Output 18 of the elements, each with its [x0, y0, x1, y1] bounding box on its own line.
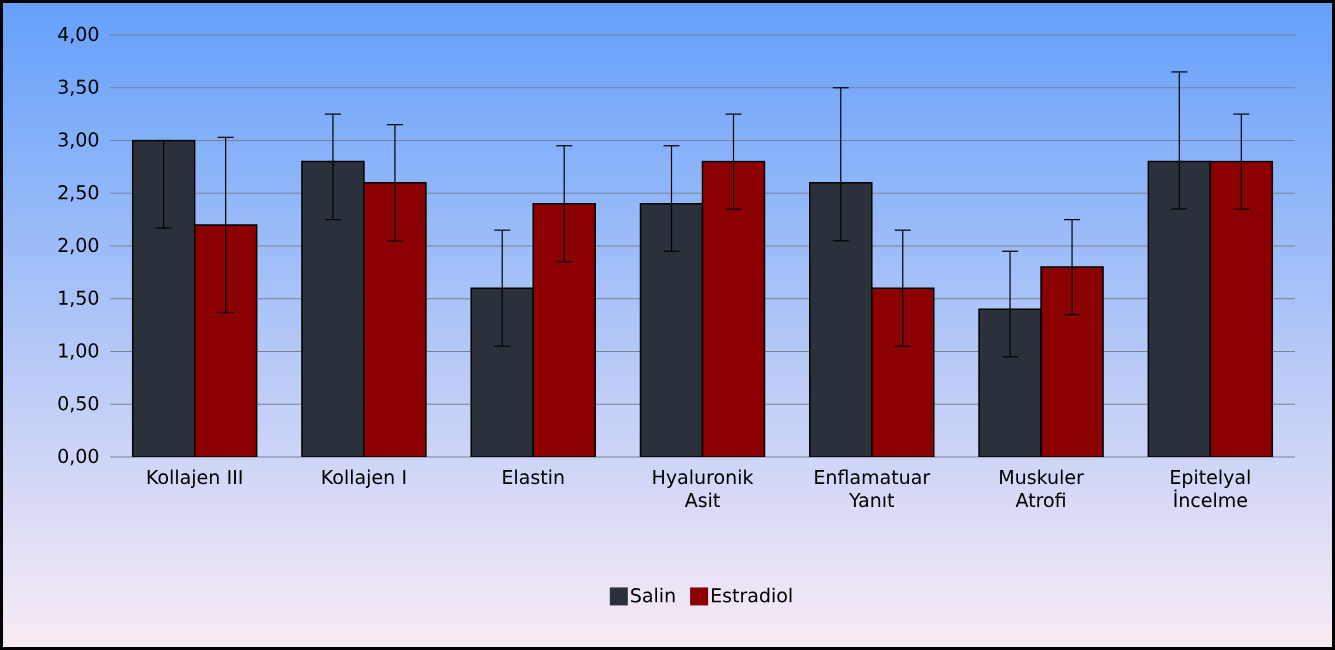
y-tick-label: 3,50 [58, 79, 99, 96]
y-tick-label: 2,00 [58, 237, 99, 255]
y-tick-label: 4,00 [58, 26, 99, 44]
x-tick-label: Enflamatuar Yanıt [815, 469, 931, 508]
x-tick-label: Hyaluronik Asit [653, 469, 754, 508]
y-tick-label: 1,50 [59, 290, 99, 307]
legend-label: Salin [631, 587, 675, 603]
x-tick-label: Kollajen III [147, 469, 242, 488]
y-tick-label: 0,00 [58, 448, 99, 466]
y-tick-label: 0,50 [58, 396, 99, 413]
y-tick-label: 1,00 [59, 343, 99, 360]
y-tick-label: 2,50 [58, 185, 99, 202]
x-tick-label: Kollajen I [322, 469, 406, 488]
x-tick-label: Elastin [503, 469, 564, 485]
legend-label: Estradiol [711, 587, 792, 603]
x-tick-label: Epitelyal İncelme [1171, 469, 1250, 508]
x-tick-label: Muskuler Atrofi [1000, 469, 1084, 508]
y-tick-label: 3,00 [58, 132, 99, 149]
